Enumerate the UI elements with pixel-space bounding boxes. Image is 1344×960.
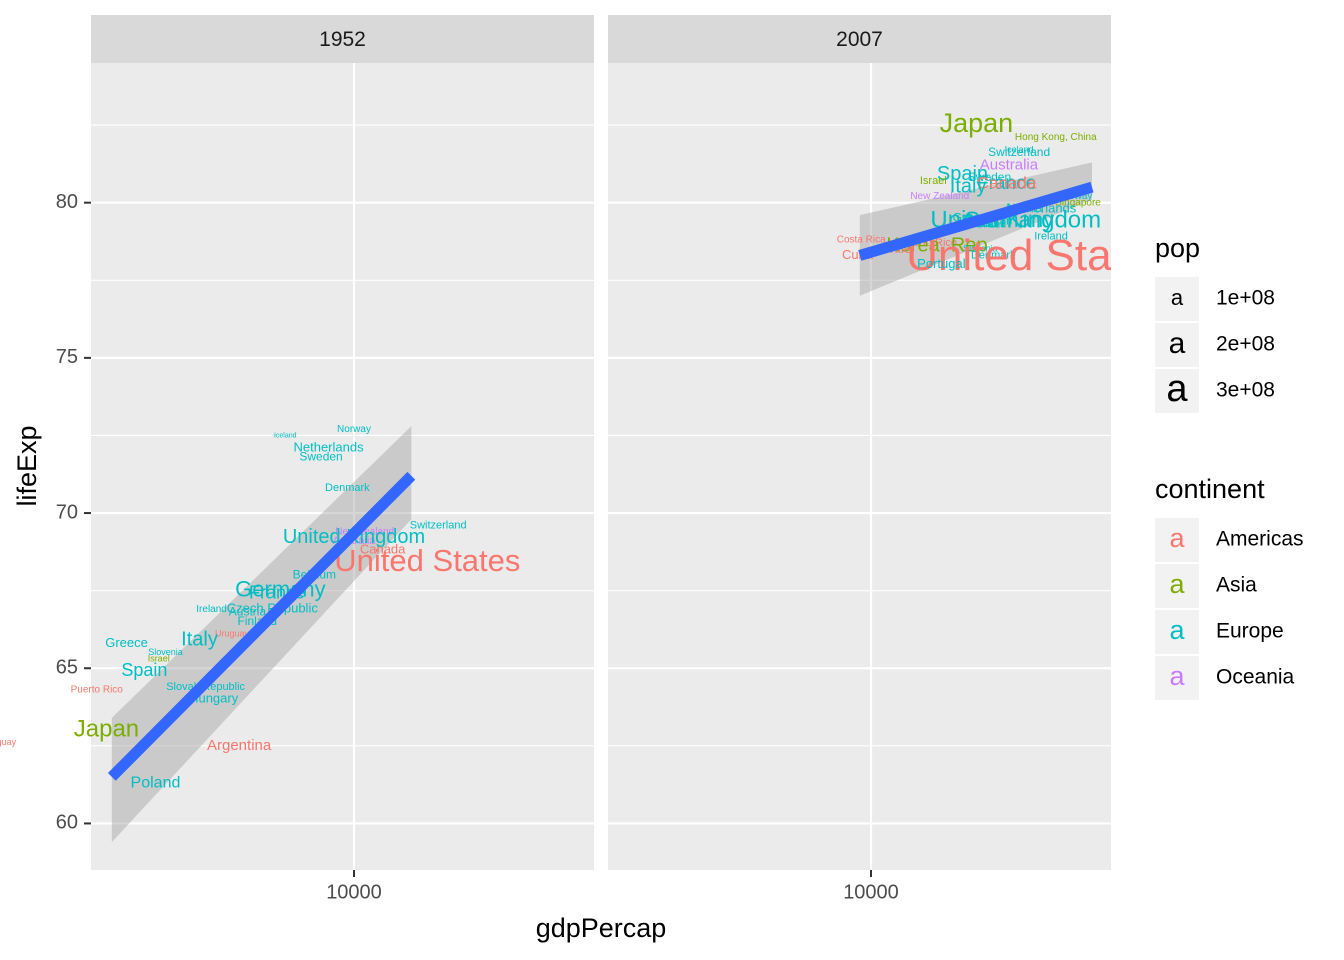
legend-key-box: [1155, 323, 1199, 367]
legend-key-box: [1155, 277, 1199, 321]
legend-key-box: [1155, 656, 1199, 700]
point-label: Spain: [937, 163, 988, 185]
panel-2007: 2007 Japan Hong Kong, ChinaIcelandSwitzer…: [608, 15, 1170, 870]
plot-area-1952: [91, 63, 594, 870]
point-label: Italy: [181, 629, 218, 651]
plot-area-2007: [608, 63, 1111, 870]
y-tick-label: 65: [56, 657, 78, 679]
strip-1952: [91, 15, 594, 63]
point-label: Portugal: [917, 256, 966, 271]
x-axis: 10000 10000: [326, 870, 899, 903]
x-tick-label: 10000: [843, 881, 899, 903]
legend-key-glyph: a: [1169, 327, 1186, 360]
point-label: Canada: [977, 174, 1037, 193]
point-label: United States: [906, 231, 1170, 280]
point-label: Sweden: [299, 449, 342, 463]
x-tick-label: 10000: [326, 881, 382, 903]
point-label: Uruguay: [215, 628, 250, 638]
point-label: United States: [334, 543, 520, 578]
y-tick-label: 60: [56, 812, 78, 834]
point-label: Austria: [229, 605, 267, 619]
point-label: Denmark: [971, 249, 1016, 261]
point-label: Norway: [337, 424, 371, 435]
legend-key-glyph: a: [1171, 285, 1184, 310]
point-label: Poland: [131, 774, 181, 791]
point-label: Ireland: [1034, 231, 1068, 243]
point-label: Singapore: [1055, 197, 1101, 208]
strip-label-1952: 1952: [319, 28, 366, 51]
legend-label: Europe: [1216, 620, 1284, 643]
legend-label: Oceania: [1216, 666, 1295, 689]
legend-key-glyph: a: [1169, 523, 1185, 553]
point-label: Japan: [940, 108, 1014, 138]
legend-continent: continent a Americas a Asia a Europe a Oceania: [1155, 474, 1304, 700]
point-label: Israel: [920, 175, 947, 187]
gridlines-2007: [608, 63, 1111, 870]
point-label: Switzerland: [410, 519, 467, 531]
confidence-band: [859, 162, 1092, 296]
legend-label: 3e+08: [1216, 379, 1275, 402]
legend-pop: pop a 1e+08 a 2e+08 a 3e+08: [1155, 233, 1275, 413]
point-label: France: [977, 173, 1036, 194]
strip-2007: [608, 15, 1111, 63]
legend-key-glyph: a: [1169, 615, 1185, 645]
smooth-line: [107, 471, 416, 781]
strip-label-2007: 2007: [836, 28, 883, 51]
legend-continent-title: continent: [1155, 474, 1265, 504]
point-label: Slovenia: [963, 244, 998, 254]
legend-key-box: [1155, 369, 1199, 413]
point-label: Hong Kong, China: [1015, 132, 1097, 143]
legend-label: Americas: [1216, 528, 1304, 551]
y-axis-title: lifeExp: [12, 425, 42, 506]
point-label: Iceland: [1005, 144, 1034, 154]
point-label: Ireland: [196, 604, 227, 615]
legend-key-glyph: a: [1169, 661, 1185, 691]
gridlines-1952: [91, 63, 594, 870]
legend-key-glyph: a: [1169, 569, 1185, 599]
y-axis: 60 65 70 75 80: [56, 191, 91, 834]
smooth-line: [858, 181, 1094, 261]
x-axis-title: gdpPercap: [536, 913, 667, 943]
y-tick-label: 70: [56, 501, 78, 523]
y-tick-label: 80: [56, 191, 78, 213]
point-label: New Zealand: [910, 191, 969, 202]
point-label: Denmark: [325, 482, 370, 494]
legend-key-box: [1155, 564, 1199, 608]
point-label: Paraguay: [0, 737, 17, 747]
point-label: Slovenia: [148, 647, 183, 657]
point-label: Netherlands: [293, 439, 364, 454]
point-label: Puerto Rico: [71, 685, 124, 696]
point-label: Australia: [980, 156, 1039, 173]
point-label: Israel: [148, 653, 170, 663]
legend-key-box: [1155, 518, 1199, 562]
legend-label: 1e+08: [1216, 287, 1275, 310]
legend-pop-title: pop: [1155, 233, 1200, 263]
point-label: Canada: [360, 542, 406, 557]
point-label: Greece: [105, 635, 148, 650]
legend-label: Asia: [1216, 574, 1257, 597]
legend-label: 2e+08: [1216, 333, 1275, 356]
legend-key-box: [1155, 610, 1199, 654]
point-label: Switzerland: [988, 145, 1050, 159]
point-label: Costa Rica: [837, 235, 886, 246]
point-label: New Zealand: [335, 526, 394, 537]
y-tick-label: 75: [56, 346, 78, 368]
point-label: Italy: [950, 175, 987, 197]
legend-key-glyph: a: [1166, 368, 1188, 410]
point-label: Sweden: [968, 170, 1011, 184]
smooth-band-2007: [859, 162, 1092, 296]
point-label: Iceland: [274, 432, 297, 439]
point-label: Japan: [74, 716, 139, 743]
point-label: Argentina: [207, 737, 272, 754]
point-label: Spain: [121, 660, 167, 680]
